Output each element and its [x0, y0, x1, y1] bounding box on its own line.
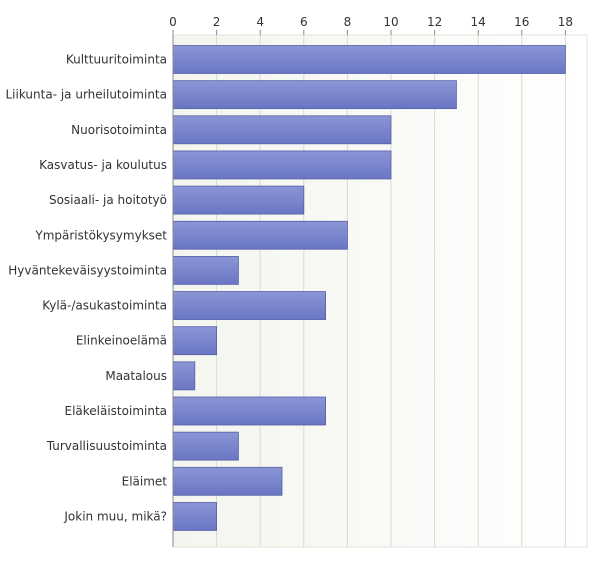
- x-tick-label: 0: [169, 15, 177, 29]
- bar: [172, 502, 217, 531]
- category-label: Turvallisuustoiminta: [46, 439, 167, 453]
- category-label: Kylä-/asukastoiminta: [42, 299, 167, 313]
- bar: [172, 326, 217, 356]
- bar: [172, 431, 239, 461]
- bar: [172, 150, 392, 180]
- x-tick-label: 12: [427, 15, 442, 29]
- category-label: Liikunta- ja urheilutoiminta: [5, 88, 167, 102]
- bar: [172, 466, 283, 496]
- category-labels: Kulttuuritoiminta Liikunta- ja urheilutoi…: [5, 53, 167, 524]
- x-tick-label: 2: [213, 15, 221, 29]
- category-label: Elinkeinoelämä: [76, 334, 167, 348]
- bar: [172, 220, 348, 250]
- x-tick-label: 14: [471, 15, 486, 29]
- x-tick-label: 10: [383, 15, 398, 29]
- category-label: Nuorisotoiminta: [71, 123, 167, 137]
- category-label: Kulttuuritoiminta: [66, 53, 167, 67]
- category-label: Eläimet: [122, 474, 168, 488]
- bar: [172, 45, 566, 74]
- bar: [172, 361, 196, 391]
- x-axis-ticks: 0 2 4 6 8 10 12 14 16 18: [169, 15, 573, 35]
- category-label: Ympäristökysymykset: [34, 228, 167, 242]
- x-tick-label: 16: [514, 15, 529, 29]
- category-label: Kasvatus- ja koulutus: [39, 158, 167, 172]
- bar: [172, 115, 392, 145]
- bar: [172, 396, 327, 426]
- bar: [172, 80, 457, 110]
- x-tick-label: 18: [558, 15, 573, 29]
- bars: [172, 45, 566, 531]
- category-label: Maatalous: [105, 369, 167, 383]
- bar: [172, 255, 239, 285]
- category-label: Hyväntekeväisyystoiminta: [8, 263, 167, 277]
- x-tick-label: 8: [344, 15, 352, 29]
- x-tick-label: 6: [300, 15, 308, 29]
- category-label: Jokin muu, mikä?: [63, 509, 167, 523]
- bar: [172, 291, 327, 320]
- category-label: Eläkeläistoiminta: [64, 404, 167, 418]
- x-tick-label: 4: [256, 15, 264, 29]
- category-label: Sosiaali- ja hoitotyö: [49, 193, 167, 207]
- bar: [172, 185, 305, 215]
